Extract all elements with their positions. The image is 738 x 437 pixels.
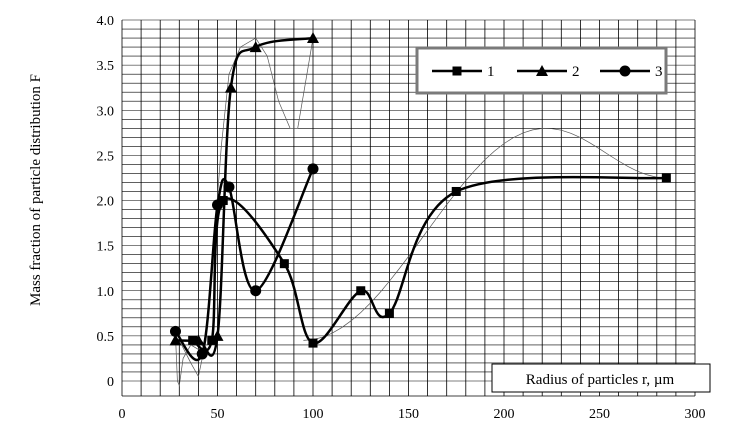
y-tick-label: 1.0 [97, 285, 115, 300]
fit-curves [175, 37, 667, 387]
y-tick-labels: 0 0.5 1.0 1.5 2.0 2.5 3.0 3.5 4.0 [97, 14, 115, 390]
data-point-series-3 [169, 325, 181, 337]
x-tick-labels: 0 50 100 150 200 250 300 [119, 407, 706, 422]
data-point-series-1 [661, 173, 671, 183]
y-tick-label: 3.5 [97, 59, 115, 74]
data-point-series-3 [196, 348, 208, 360]
legend-marker-3 [619, 65, 631, 77]
data-point-series-3 [223, 181, 235, 193]
x-axis-title: Radius of particles r, µm [526, 372, 675, 388]
legend-marker-2 [536, 65, 548, 76]
y-tick-label: 1.5 [97, 240, 115, 255]
x-tick-label: 50 [211, 407, 225, 422]
data-point-series-2 [224, 81, 237, 93]
y-tick-label: 3.0 [97, 104, 115, 119]
data-point-series-2 [192, 334, 205, 346]
x-tick-label: 100 [303, 407, 324, 422]
x-tick-label: 200 [494, 407, 515, 422]
data-point-series-3 [307, 163, 319, 175]
y-tick-label: 2.0 [97, 195, 115, 210]
data-point-series-2 [307, 32, 319, 44]
legend-marker-1 [452, 66, 462, 76]
x-tick-label: 250 [589, 407, 610, 422]
series-3 [169, 163, 319, 362]
data-point-series-3 [250, 285, 262, 297]
y-tick-label: 4.0 [97, 14, 115, 29]
data-point-series-1 [451, 186, 461, 196]
x-tick-label: 150 [398, 407, 419, 422]
data-point-series-1 [384, 308, 394, 318]
y-tick-label: 0 [107, 375, 114, 390]
trend-line-2 [178, 37, 314, 378]
legend-label-2: 2 [572, 64, 580, 80]
y-axis-title: Mass fraction of particle distribution F [28, 74, 44, 306]
trend-line-1 [303, 128, 667, 341]
data-point-series-1 [308, 338, 318, 348]
x-tick-label: 300 [685, 407, 706, 422]
trend-line-3 [175, 335, 199, 387]
data-point-series-1 [279, 259, 289, 269]
legend-label-1: 1 [487, 64, 495, 80]
grid [121, 19, 696, 397]
legend-label-3: 3 [655, 64, 663, 80]
y-tick-label: 0.5 [97, 330, 115, 345]
data-point-series-1 [356, 286, 366, 296]
series-2 [169, 32, 319, 357]
legend: 1 2 3 [415, 46, 668, 95]
x-tick-label: 0 [119, 407, 126, 422]
data-point-series-3 [212, 199, 223, 211]
data-point-series-2 [249, 41, 262, 53]
y-tick-label: 2.5 [97, 149, 115, 164]
data-point-series-2 [169, 334, 182, 346]
x-axis-title-box: Radius of particles r, µm [491, 363, 711, 393]
data-point-series-2 [211, 329, 224, 341]
series-layer [169, 32, 671, 362]
